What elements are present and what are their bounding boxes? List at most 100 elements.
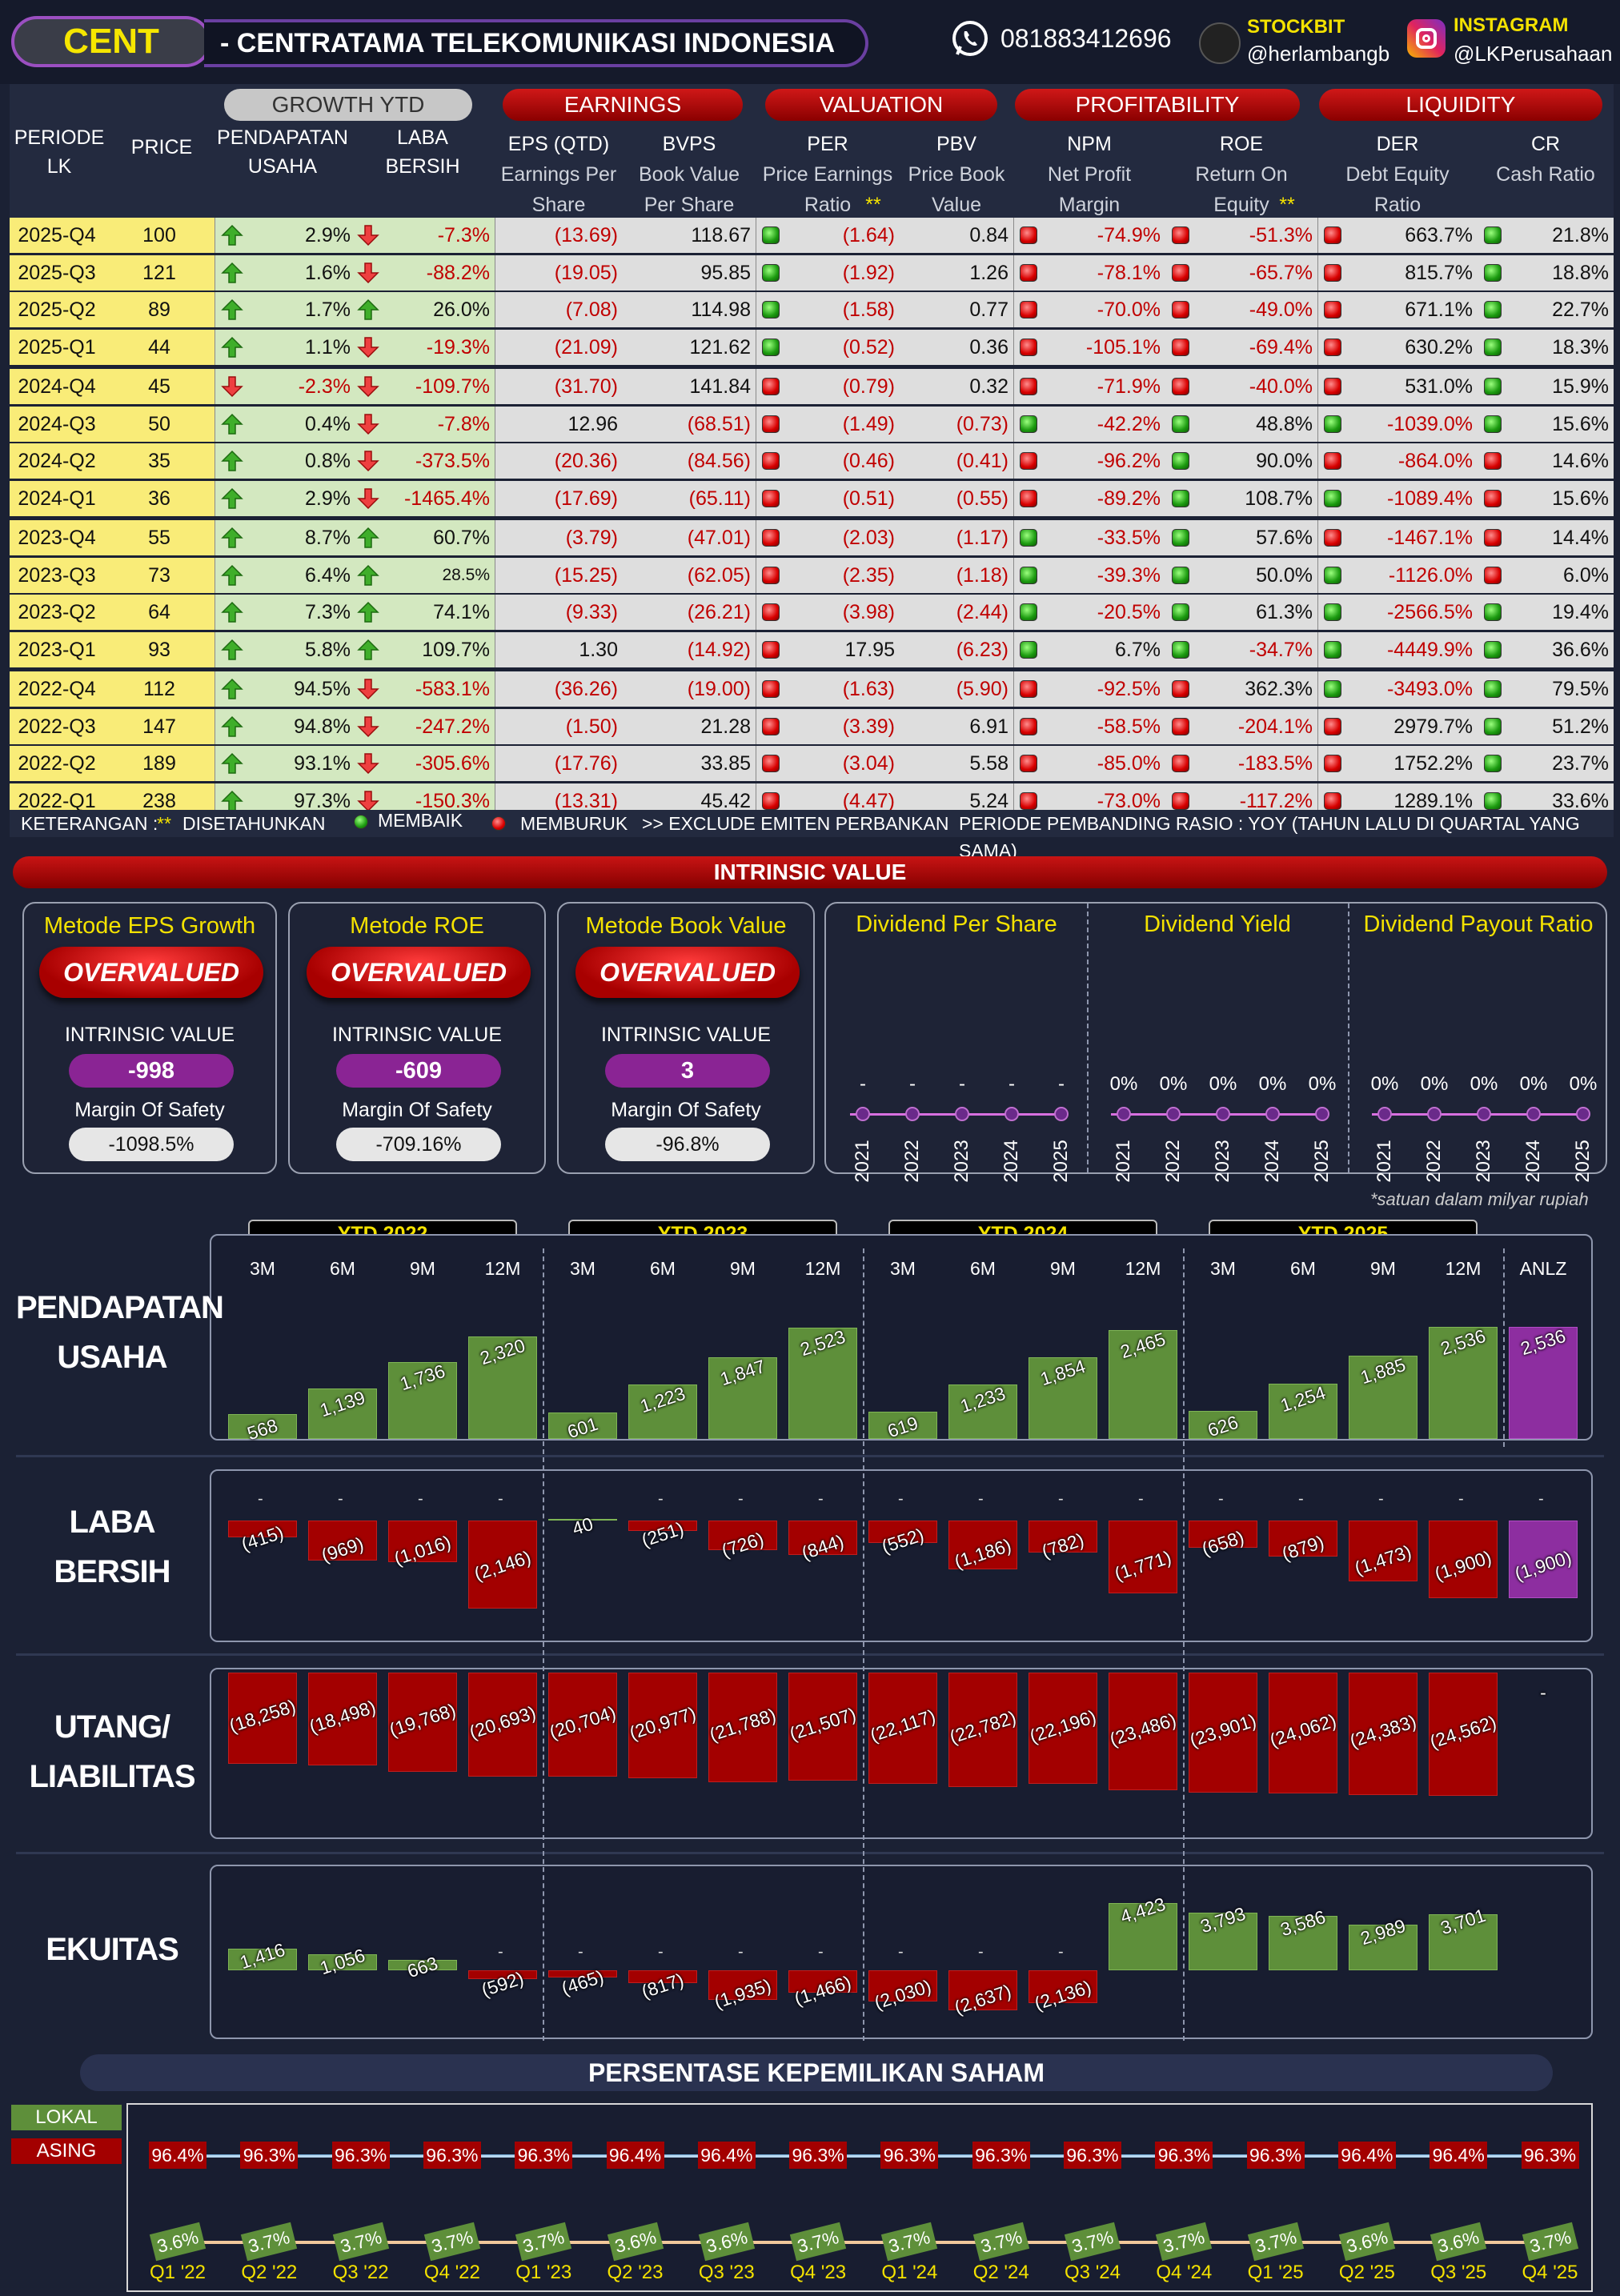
- header-col_price: PRICE: [130, 136, 193, 158]
- month-label: 9M: [410, 1258, 435, 1279]
- cell-per: (1.58): [842, 299, 895, 321]
- zero-marker: -: [578, 1943, 583, 1961]
- cell-eps: (20.36): [554, 450, 618, 472]
- header-col_npm-2: Margin: [1058, 194, 1121, 216]
- dividend-point: [1526, 1107, 1541, 1121]
- bar: [228, 1949, 297, 1970]
- bar: [788, 1970, 857, 1993]
- cell-roe: 90.0%: [1256, 450, 1313, 472]
- bar: [228, 1673, 297, 1765]
- month-label: 3M: [250, 1258, 275, 1279]
- cell-der: 1289.1%: [1393, 789, 1473, 812]
- table-row: 2023-Q2 64 7.3% 74.1% (9.33) (26.21) (3.98) (2.…: [10, 595, 1614, 630]
- bar: [388, 1960, 457, 1970]
- cell-price: 147: [109, 708, 215, 744]
- asing-value: 96.3%: [972, 2142, 1030, 2169]
- chart-label: UTANG/: [54, 1709, 170, 1745]
- dividend-value: 0%: [1258, 1073, 1287, 1095]
- cell-per: (3.39): [842, 715, 895, 738]
- red-status-icon: [1324, 791, 1341, 810]
- cell-p: 2023-Q3: [10, 557, 109, 593]
- panel-separator: [16, 1653, 1604, 1656]
- cell-pu: 93.1%: [294, 752, 351, 775]
- zero-marker: -: [1138, 1490, 1144, 1508]
- intrinsic-value-label: INTRINSIC VALUE: [64, 1024, 235, 1046]
- cell-der: 663.7%: [1405, 224, 1473, 246]
- bar: [548, 1673, 617, 1777]
- cell-npm: -70.0%: [1097, 299, 1161, 321]
- cell-bvps: 121.62: [689, 335, 751, 359]
- bar: [308, 1953, 377, 1970]
- dividend-year: 2025: [1050, 1140, 1072, 1183]
- cell-lb: 109.7%: [422, 638, 490, 661]
- cell-per: (2.03): [842, 527, 895, 549]
- green-dot-icon: [354, 815, 368, 829]
- quarter-label: Q3 '23: [698, 2262, 755, 2283]
- valuation-status-badge: OVERVALUED: [39, 947, 263, 998]
- header-col_periode-0: PERIODE: [14, 126, 105, 149]
- legend-disetahunkan: DISETAHUNKAN: [182, 813, 326, 834]
- column-divider: [1317, 406, 1318, 442]
- cell-gray-bg: [495, 218, 1614, 253]
- cell-pbv: 0.77: [969, 299, 1008, 321]
- asing-value: 96.3%: [240, 2142, 299, 2169]
- cell-der: 815.7%: [1405, 261, 1473, 284]
- cell-pbv: 5.58: [969, 752, 1008, 775]
- method-title: Metode Book Value: [585, 913, 787, 939]
- cell-roe: -204.1%: [1237, 715, 1313, 738]
- header-col_lb-0: LABA: [397, 126, 448, 149]
- dividend-title: Dividend Payout Ratio: [1363, 912, 1594, 937]
- table-row: 2025-Q4 100 2.9% -7.3% (13.69) 118.67 (1.64) 0.…: [10, 218, 1614, 253]
- header-col_per-1: Price Earnings: [762, 163, 893, 186]
- cell-lb: -150.3%: [415, 789, 490, 812]
- dividend-year: 2023: [1473, 1140, 1494, 1183]
- asing-value: 96.3%: [1521, 2142, 1579, 2169]
- dividend-year: 2021: [852, 1140, 873, 1183]
- header-col_der-1: Debt Equity: [1345, 163, 1450, 186]
- header-col_der-0: DER: [1376, 133, 1419, 155]
- cell-bvps: 95.85: [700, 261, 751, 284]
- cell-npm: 6.7%: [1115, 638, 1161, 661]
- dividend-point: [1576, 1107, 1590, 1121]
- bar: [868, 1673, 937, 1784]
- column-divider: [1013, 520, 1014, 555]
- intrinsic-card: Metode EPS Growth OVERVALUED INTRINSIC VAL…: [22, 902, 277, 1174]
- red-status-icon: [762, 378, 780, 395]
- column-divider: [1317, 671, 1318, 707]
- cell-eps: (21.09): [554, 335, 618, 359]
- asing-value: 96.3%: [515, 2142, 573, 2169]
- cell-roe: 48.8%: [1256, 412, 1313, 435]
- intrinsic-value-label: INTRINSIC VALUE: [331, 1024, 503, 1046]
- bar: [308, 1521, 377, 1561]
- column-divider: [1317, 557, 1318, 593]
- red-status-icon: [762, 529, 780, 547]
- quarter-label: Q2 '23: [607, 2262, 664, 2283]
- cell-pu: 1.6%: [305, 261, 351, 284]
- column-divider: [1317, 254, 1318, 291]
- month-label: 6M: [1290, 1258, 1316, 1279]
- cell-gray-bg: [495, 557, 1614, 593]
- column-divider: [1013, 595, 1014, 630]
- cell-bvps: (65.11): [688, 487, 751, 510]
- zero-marker: -: [1298, 1490, 1304, 1508]
- green-status-icon: [1324, 680, 1341, 698]
- dividend-value: 0%: [1519, 1073, 1548, 1095]
- quarter-label: Q2 '24: [972, 2262, 1029, 2283]
- cell-cr: 15.6%: [1552, 412, 1609, 435]
- cell-per: (1.63): [842, 678, 895, 700]
- cell-pu: 1.7%: [305, 299, 351, 321]
- dividend-value: -: [909, 1073, 916, 1095]
- bar: [388, 1521, 457, 1563]
- cell-npm: -58.5%: [1097, 715, 1161, 738]
- cell-eps: (1.50): [565, 715, 618, 738]
- cell-p: 2025-Q4: [10, 218, 109, 253]
- cell-lb: -19.3%: [426, 335, 490, 359]
- bar: [1109, 1903, 1177, 1970]
- cell-lb: -7.3%: [437, 224, 490, 246]
- dividend-year: 2021: [1113, 1140, 1134, 1183]
- cell-pu: 7.3%: [305, 601, 351, 623]
- quarter-label: Q1 '22: [150, 2262, 206, 2283]
- table-row: 2023-Q1 93 5.8% 109.7% 1.30 (14.92) 17.95 (6.23…: [10, 631, 1614, 667]
- green-status-icon: [1484, 301, 1502, 319]
- cell-price: 73: [109, 557, 215, 593]
